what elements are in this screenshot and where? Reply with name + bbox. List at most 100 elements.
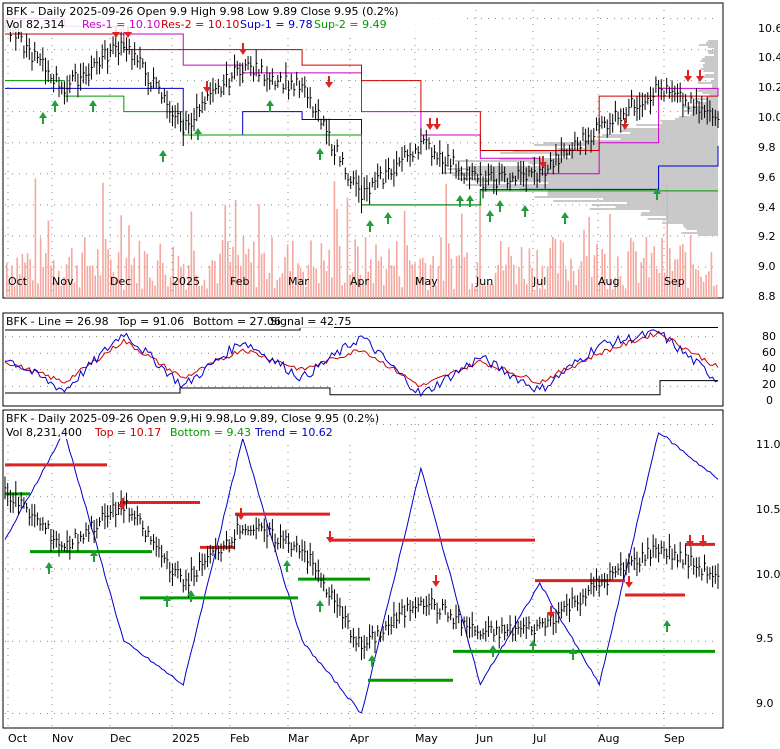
volume-bar (156, 260, 159, 298)
profile-bar (714, 78, 718, 80)
volume-bar (154, 285, 156, 298)
top-bottom-levels (5, 463, 715, 682)
volume-bar (520, 247, 523, 298)
volume-bar (68, 256, 70, 298)
profile-bar (705, 42, 718, 44)
volume-bar (133, 257, 135, 298)
volume-bar (422, 257, 424, 298)
buy-arrow (187, 590, 195, 602)
profile-bar (647, 218, 718, 220)
sell-arrow (625, 576, 633, 588)
profile-bar (714, 54, 718, 56)
volume-bar (562, 242, 564, 298)
trend-curve (4, 430, 719, 714)
volume-bar (240, 265, 242, 298)
volume-bar (484, 285, 486, 298)
volume-bar (481, 285, 484, 298)
volume-bar (624, 288, 627, 298)
volume-bar (65, 264, 68, 298)
trend-x-axis: Oct Nov Dec 2025 Feb Mar Apr May Jun Jul… (8, 732, 685, 745)
y-tick: 10.0 (758, 111, 780, 124)
profile-bar (500, 152, 718, 154)
volume-bar (258, 204, 260, 298)
trend-price-bars (4, 476, 720, 661)
profile-bar (704, 62, 718, 64)
x-tick: May (415, 732, 438, 745)
volume-bar (214, 260, 216, 298)
sell-arrow (699, 535, 707, 547)
profile-bar (441, 172, 718, 174)
volume-bar (99, 275, 102, 298)
volume-bar (102, 182, 104, 298)
profile-bar (474, 180, 718, 182)
volume-bar (658, 272, 661, 298)
profile-bar (696, 230, 718, 232)
volume-bar (715, 284, 718, 298)
profile-bar (557, 148, 718, 150)
volume-bar (474, 286, 476, 298)
profile-bar (682, 224, 718, 226)
profile-bar (661, 122, 718, 124)
profile-bar (620, 138, 718, 140)
volume-bar (89, 265, 91, 298)
buy-arrow (368, 655, 376, 667)
volume-bar (104, 239, 107, 298)
volume-bar (598, 282, 601, 298)
oscillator-panel: BFK - Line = 26.98 Top = 91.06 Bottom = … (2, 312, 776, 407)
volume-bar (195, 275, 198, 298)
profile-bar (452, 174, 718, 176)
volume-bar (601, 248, 603, 298)
oscillator-signal-label: Signal = 42.75 (270, 315, 352, 328)
volume-bar (572, 271, 575, 298)
volume-bar (510, 256, 512, 298)
volume-bar (112, 272, 115, 298)
volume-bar (333, 181, 336, 298)
buy-arrow (456, 195, 464, 207)
y-tick: 9.5 (756, 632, 774, 645)
volume-bar (398, 276, 401, 298)
volume-bar (684, 252, 687, 298)
profile-bar (703, 66, 718, 68)
profile-bar (698, 88, 718, 90)
profile-bar (710, 80, 718, 82)
volume-bar (141, 288, 143, 298)
sell-arrow (237, 508, 245, 520)
profile-bar (712, 86, 718, 88)
volume-bar (310, 240, 312, 298)
profile-bar (465, 184, 718, 186)
y-tick: 40 (762, 362, 776, 375)
volume-bar (468, 289, 471, 298)
sell-arrow (426, 118, 434, 130)
profile-bar (667, 220, 718, 222)
volume-bar (429, 264, 432, 298)
oscillator-band (5, 326, 718, 396)
x-tick: Sep (664, 732, 685, 745)
volume-bar (606, 289, 609, 298)
volume-bar (682, 244, 684, 298)
x-tick: May (415, 275, 438, 288)
volume-bar (354, 239, 356, 298)
profile-bar (700, 68, 718, 70)
volume-bar (583, 229, 585, 298)
sell-arrow (432, 575, 440, 587)
profile-bar (674, 118, 718, 120)
oscillator-lines (4, 326, 719, 398)
volume-bar (549, 247, 551, 298)
profile-bar (454, 160, 718, 162)
volume-bar (388, 248, 390, 298)
profile-bar (702, 92, 718, 94)
volume-bar (84, 237, 86, 298)
price-panel-header: BFK - Daily 2025-09-26 Open 9.9 High 9.9… (4, 4, 464, 32)
buy-arrow (521, 205, 529, 217)
trend-top-label: Top = 10.17 (94, 426, 161, 439)
volume-bar (182, 263, 185, 298)
sell-arrow (684, 70, 692, 82)
volume-bar (648, 277, 650, 298)
volume-bar (440, 237, 442, 298)
volume-bar (637, 282, 640, 298)
profile-bar (687, 108, 718, 110)
buy-arrow (39, 112, 47, 124)
volume-bar (559, 240, 562, 298)
